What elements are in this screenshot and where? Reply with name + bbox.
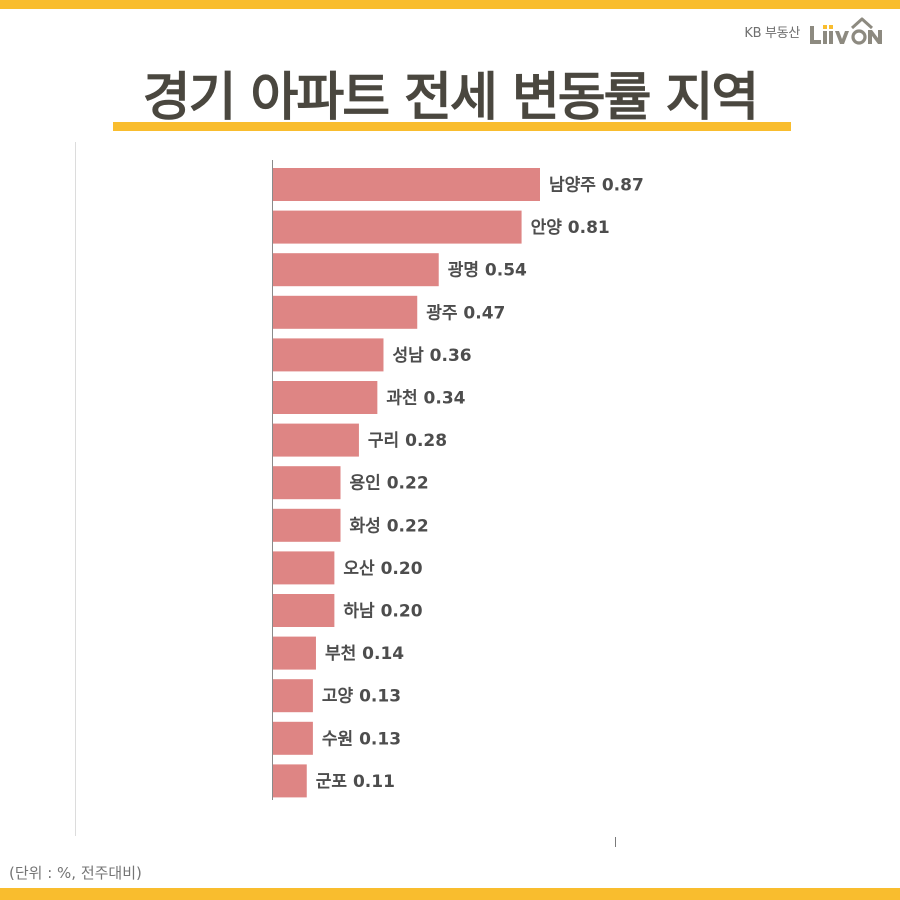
bar-label-1: 남양주 0.87 xyxy=(549,176,644,196)
bar-label-5: 성남 0.36 xyxy=(392,346,471,366)
bar-label-2: 안양 0.81 xyxy=(531,218,610,238)
bottom-accent-bar xyxy=(0,888,900,900)
bar-15 xyxy=(273,764,307,798)
bar-6 xyxy=(273,381,378,414)
bar-12 xyxy=(273,636,316,670)
bar-label-15: 군포 0.11 xyxy=(316,772,395,792)
bar-label-11: 하남 0.20 xyxy=(343,602,422,622)
bar-label-9: 화성 0.22 xyxy=(350,516,429,536)
bar-label-8: 용인 0.22 xyxy=(350,474,429,494)
bar-label-6: 과천 0.34 xyxy=(386,389,465,409)
bar-11 xyxy=(273,594,335,627)
bar-label-7: 구리 0.28 xyxy=(368,431,447,451)
bar-label-12: 부천 0.14 xyxy=(325,644,404,664)
brand-company: KB 부동산 xyxy=(744,25,800,41)
bar-label-14: 수원 0.13 xyxy=(322,729,401,749)
bar-2 xyxy=(273,210,522,244)
axis-tick-mark xyxy=(615,837,616,847)
bar-13 xyxy=(273,679,313,713)
bar-label-3: 광명 0.54 xyxy=(448,261,527,281)
bar-1 xyxy=(273,168,540,201)
bar-3 xyxy=(273,253,439,287)
bar-4 xyxy=(273,295,418,329)
bar-10 xyxy=(273,551,335,585)
y-axis-line xyxy=(272,160,273,800)
bar-9 xyxy=(273,508,341,542)
bar-7 xyxy=(273,423,359,457)
bar-label-4: 광주 0.47 xyxy=(426,303,505,323)
bar-14 xyxy=(273,721,313,755)
liiv-on-logo xyxy=(810,17,882,45)
bar-5 xyxy=(273,338,384,372)
title-underline xyxy=(113,122,791,131)
brand: KB 부동산 xyxy=(744,16,884,46)
chart-title: 경기 아파트 전세 변동률 지역 xyxy=(142,68,760,128)
bar-label-13: 고양 0.13 xyxy=(322,687,401,707)
top-accent-bar xyxy=(0,0,900,9)
bar-8 xyxy=(273,466,341,500)
plot-left-edge xyxy=(75,142,76,836)
unit-footnote: (단위 : %, 전주대비) xyxy=(9,864,142,882)
bar-label-10: 오산 0.20 xyxy=(343,559,422,579)
